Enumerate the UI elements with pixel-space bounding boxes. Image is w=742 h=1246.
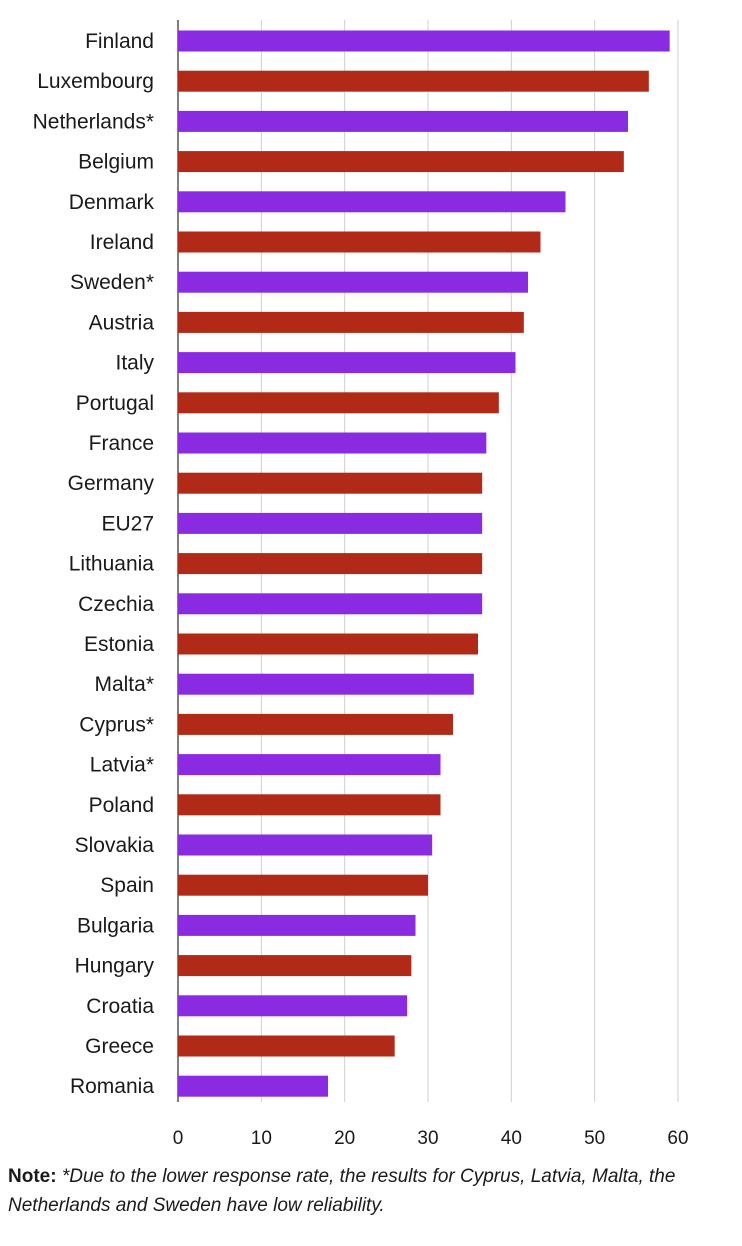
- bar: [178, 713, 453, 735]
- category-label: Bulgaria: [77, 914, 154, 937]
- bar: [178, 231, 541, 253]
- category-label: Luxembourg: [37, 70, 154, 93]
- category-label: Italy: [115, 352, 154, 375]
- bar: [178, 754, 441, 776]
- x-tick-label: 20: [334, 1128, 355, 1149]
- category-label: Slovakia: [75, 834, 155, 857]
- category-label: Sweden*: [70, 271, 154, 294]
- bar: [178, 834, 433, 856]
- category-label: Czechia: [78, 593, 154, 616]
- bar: [178, 995, 408, 1017]
- category-label: Hungary: [75, 955, 155, 978]
- category-label: Netherlands*: [33, 110, 154, 133]
- x-tick-label: 10: [251, 1128, 272, 1149]
- bar: [178, 633, 478, 655]
- category-label: Poland: [89, 794, 154, 817]
- bar: [178, 30, 670, 52]
- bars: [178, 30, 670, 1097]
- category-label: Cyprus*: [79, 713, 154, 736]
- category-label: France: [89, 432, 154, 455]
- category-label: Latvia*: [90, 754, 154, 777]
- bar: [178, 553, 483, 575]
- bar: [178, 512, 483, 534]
- category-label: Malta*: [94, 673, 154, 696]
- bar: [178, 432, 487, 454]
- bar: [178, 110, 628, 132]
- category-label: Portugal: [76, 392, 154, 415]
- category-label: Belgium: [78, 151, 154, 174]
- category-label: Croatia: [86, 995, 154, 1018]
- bar: [178, 191, 566, 213]
- bar-chart: Finland Luxembourg Netherlands* Belgium Denm…: [33, 20, 689, 1149]
- bar: [178, 352, 516, 374]
- category-label: Ireland: [90, 231, 154, 254]
- bar: [178, 1075, 328, 1097]
- bar: [178, 794, 441, 816]
- category-label: Spain: [100, 874, 154, 897]
- category-labels: Finland Luxembourg Netherlands* Belgium Denm…: [33, 30, 155, 1098]
- bar: [178, 271, 528, 293]
- bar: [178, 151, 624, 173]
- bar: [178, 472, 483, 494]
- bar: [178, 874, 428, 896]
- category-label: Greece: [85, 1035, 154, 1058]
- x-tick-label: 30: [417, 1128, 438, 1149]
- note-text: *Due to the lower response rate, the res…: [8, 1166, 676, 1216]
- category-label: Estonia: [84, 633, 154, 656]
- category-label: Romania: [70, 1075, 154, 1098]
- bar: [178, 70, 649, 92]
- x-tick-label: 60: [667, 1128, 688, 1149]
- bar: [178, 1035, 395, 1057]
- bar: [178, 914, 416, 936]
- chart-note: Note: *Due to the lower response rate, t…: [8, 1162, 728, 1220]
- category-label: Denmark: [69, 191, 155, 214]
- x-tick-label: 0: [173, 1128, 184, 1149]
- bar: [178, 593, 483, 615]
- category-label: EU27: [101, 512, 154, 535]
- note-label: Note:: [8, 1166, 57, 1187]
- bar: [178, 673, 474, 695]
- category-label: Lithuania: [69, 553, 155, 576]
- x-axis-ticks: 0 10 20 30 40 50 60: [173, 1128, 689, 1149]
- x-tick-label: 40: [501, 1128, 522, 1149]
- category-label: Austria: [89, 311, 155, 334]
- category-label: Finland: [85, 30, 154, 53]
- bar: [178, 392, 499, 414]
- bar: [178, 311, 524, 333]
- bar: [178, 955, 412, 977]
- x-tick-label: 50: [584, 1128, 605, 1149]
- category-label: Germany: [68, 472, 155, 495]
